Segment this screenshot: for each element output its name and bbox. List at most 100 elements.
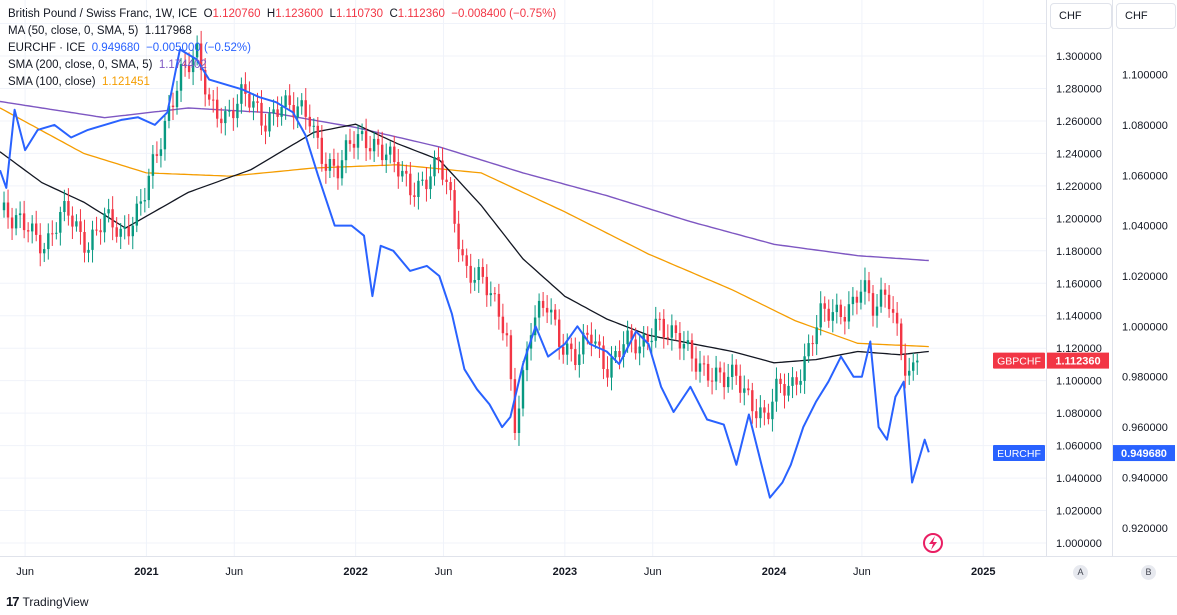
candle xyxy=(763,400,766,426)
candle xyxy=(171,92,175,121)
candle xyxy=(409,161,412,205)
candle-body xyxy=(272,109,275,114)
candle-body xyxy=(545,307,549,313)
eurchf-change: −0.005000 (−0.52%) xyxy=(146,42,251,54)
candle-body xyxy=(344,140,348,161)
candle-body xyxy=(91,229,94,250)
legend-sma100-row[interactable]: SMA (100, close) 1.121451 xyxy=(8,76,150,88)
candle xyxy=(348,128,352,152)
candle xyxy=(268,107,271,137)
auto-scale-button-a[interactable]: A xyxy=(1073,565,1088,580)
axis-a-tick-label: 1.060000 xyxy=(1056,441,1102,453)
price-tag-value: 0.949680 xyxy=(1121,448,1167,460)
candle-body xyxy=(59,212,62,233)
candle xyxy=(622,331,625,368)
candle-body xyxy=(666,337,669,339)
candle xyxy=(119,222,122,249)
candle xyxy=(787,372,790,402)
candle xyxy=(574,337,577,371)
candle-body xyxy=(320,137,323,164)
candle-body xyxy=(167,105,171,121)
candle-body xyxy=(111,209,114,228)
candle-body xyxy=(461,249,464,256)
candle-body xyxy=(505,333,509,336)
candle-body xyxy=(385,154,388,161)
price-tag-symbol: EURCHF xyxy=(997,448,1041,460)
candle-body xyxy=(722,372,726,388)
candle xyxy=(107,198,110,223)
candle-body xyxy=(103,213,106,233)
candle-body xyxy=(39,234,42,254)
candle-body xyxy=(783,384,786,396)
candle xyxy=(43,242,46,262)
candle-body xyxy=(759,407,762,419)
candle xyxy=(887,285,891,318)
candle-body xyxy=(626,330,629,345)
candle xyxy=(51,220,54,246)
candle xyxy=(324,152,328,184)
axis-b-tick-label: 0.980000 xyxy=(1122,372,1168,384)
candle xyxy=(35,210,38,242)
tradingview-logo[interactable]: 17 TradingView xyxy=(6,594,89,609)
candle xyxy=(610,346,613,391)
auto-scale-button-b[interactable]: B xyxy=(1141,565,1156,580)
candle-body xyxy=(224,111,227,124)
candle xyxy=(284,90,287,120)
flash-icon[interactable] xyxy=(923,533,943,553)
candle xyxy=(155,141,159,163)
candle-body xyxy=(123,226,126,229)
moving-average-lines xyxy=(0,100,929,364)
candle xyxy=(449,177,452,201)
candle-body xyxy=(199,43,203,71)
candle xyxy=(332,148,336,178)
candle xyxy=(558,309,561,360)
candle-body xyxy=(336,165,340,179)
legend-ma50-row[interactable]: MA (50, close, 0, SMA, 5) 1.117968 xyxy=(8,25,192,37)
candle-body xyxy=(803,356,806,381)
candle xyxy=(111,196,114,241)
candle-body xyxy=(602,345,605,369)
candle-body xyxy=(634,339,637,354)
candle xyxy=(252,93,255,121)
candle-body xyxy=(767,412,770,420)
candle xyxy=(501,303,505,341)
symbol-title[interactable]: British Pound / Swiss Franc, 1W, ICE xyxy=(8,8,198,20)
candle-body xyxy=(135,203,138,226)
candle-body xyxy=(300,100,303,107)
candle-body xyxy=(155,154,159,156)
candle-body xyxy=(908,370,911,376)
candle-body xyxy=(368,148,372,152)
candle-body xyxy=(807,343,810,357)
candle-body xyxy=(147,175,150,201)
candle-body xyxy=(831,312,834,321)
candle xyxy=(360,123,364,141)
price-tag-value-box xyxy=(1113,445,1175,462)
candle-body xyxy=(714,367,718,382)
candle xyxy=(272,99,275,126)
candle-body xyxy=(397,162,400,177)
currency-button-right-scale[interactable]: CHF xyxy=(1116,3,1176,29)
legend-sma200-row[interactable]: SMA (200, close, 0, SMA, 5) 1.174402 xyxy=(8,59,207,71)
candle xyxy=(690,333,694,372)
sma100-value: 1.121451 xyxy=(101,76,150,88)
candle-body xyxy=(497,293,501,317)
candle xyxy=(393,135,396,173)
candle-body xyxy=(14,215,18,229)
candle xyxy=(143,187,146,213)
candle xyxy=(566,333,569,365)
candle-body xyxy=(204,70,207,95)
candle xyxy=(401,161,404,182)
candle-body xyxy=(811,343,814,345)
candle xyxy=(280,96,283,126)
candle xyxy=(204,58,207,107)
currency-button-left-scale[interactable]: CHF xyxy=(1050,3,1112,29)
candle-body xyxy=(212,99,215,101)
candle xyxy=(336,152,340,190)
candle xyxy=(212,89,215,113)
candle-body xyxy=(904,354,907,376)
candle-body xyxy=(119,228,122,237)
candle xyxy=(823,296,826,322)
axis-a-tick-label: 1.040000 xyxy=(1056,473,1102,485)
legend-eurchf-row[interactable]: EURCHF · ICE 0.949680 −0.005000 (−0.52%) xyxy=(8,42,251,54)
